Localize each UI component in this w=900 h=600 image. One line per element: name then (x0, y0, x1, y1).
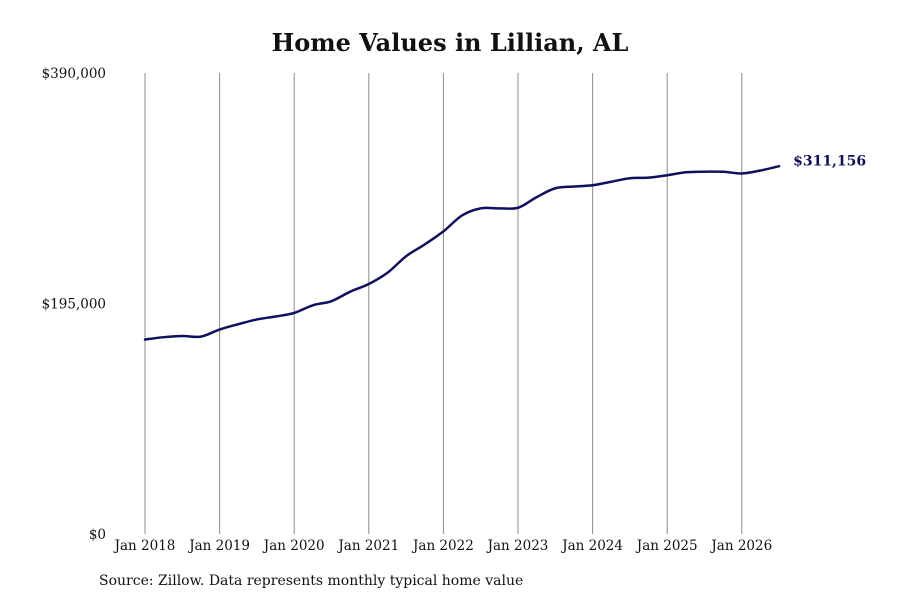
data-point (331, 300, 333, 302)
data-point (237, 323, 239, 325)
x-tick-label: Jan 2023 (486, 538, 549, 554)
data-point (666, 174, 668, 176)
x-tick-label: Jan 2018 (113, 538, 176, 554)
data-point (386, 272, 388, 274)
data-point (163, 336, 165, 338)
data-point (778, 165, 780, 167)
data-point (144, 339, 146, 341)
data-point (349, 291, 351, 293)
data-point (610, 181, 612, 183)
chart-title: Home Values in Lillian, AL (271, 28, 629, 57)
data-point (312, 304, 314, 306)
series-line (143, 164, 781, 341)
data-point (275, 316, 277, 318)
data-point (256, 318, 258, 320)
y-tick-label: $195,000 (42, 297, 106, 313)
data-point (498, 207, 500, 209)
data-point (293, 312, 295, 314)
x-tick-label: Jan 2020 (262, 538, 325, 554)
data-point (592, 184, 594, 186)
data-point (219, 329, 221, 331)
end-value-label: $311,156 (793, 154, 866, 170)
data-point (554, 187, 556, 189)
y-tick-label: $390,000 (42, 66, 106, 82)
data-point (573, 185, 575, 187)
data-point (685, 171, 687, 173)
data-point (424, 243, 426, 245)
x-tick-label: Jan 2022 (411, 538, 474, 554)
x-tick-label: Jan 2025 (635, 538, 698, 554)
data-point (200, 336, 202, 338)
data-point (629, 177, 631, 179)
source-note: Source: Zillow. Data represents monthly … (99, 573, 524, 589)
data-point (480, 207, 482, 209)
x-tick-label: Jan 2026 (709, 538, 772, 554)
data-point (648, 177, 650, 179)
data-point (442, 230, 444, 232)
data-point (517, 207, 519, 209)
x-tick-label: Jan 2024 (560, 538, 623, 554)
x-tick-label: Jan 2021 (336, 538, 399, 554)
data-point (741, 172, 743, 174)
data-point (536, 196, 538, 198)
data-point (368, 283, 370, 285)
data-point (722, 171, 724, 173)
data-point (759, 170, 761, 172)
data-point (405, 255, 407, 257)
y-tick-label: $0 (89, 527, 106, 543)
data-point (181, 335, 183, 337)
data-point (704, 171, 706, 173)
data-point (461, 214, 463, 216)
x-tick-label: Jan 2019 (187, 538, 250, 554)
